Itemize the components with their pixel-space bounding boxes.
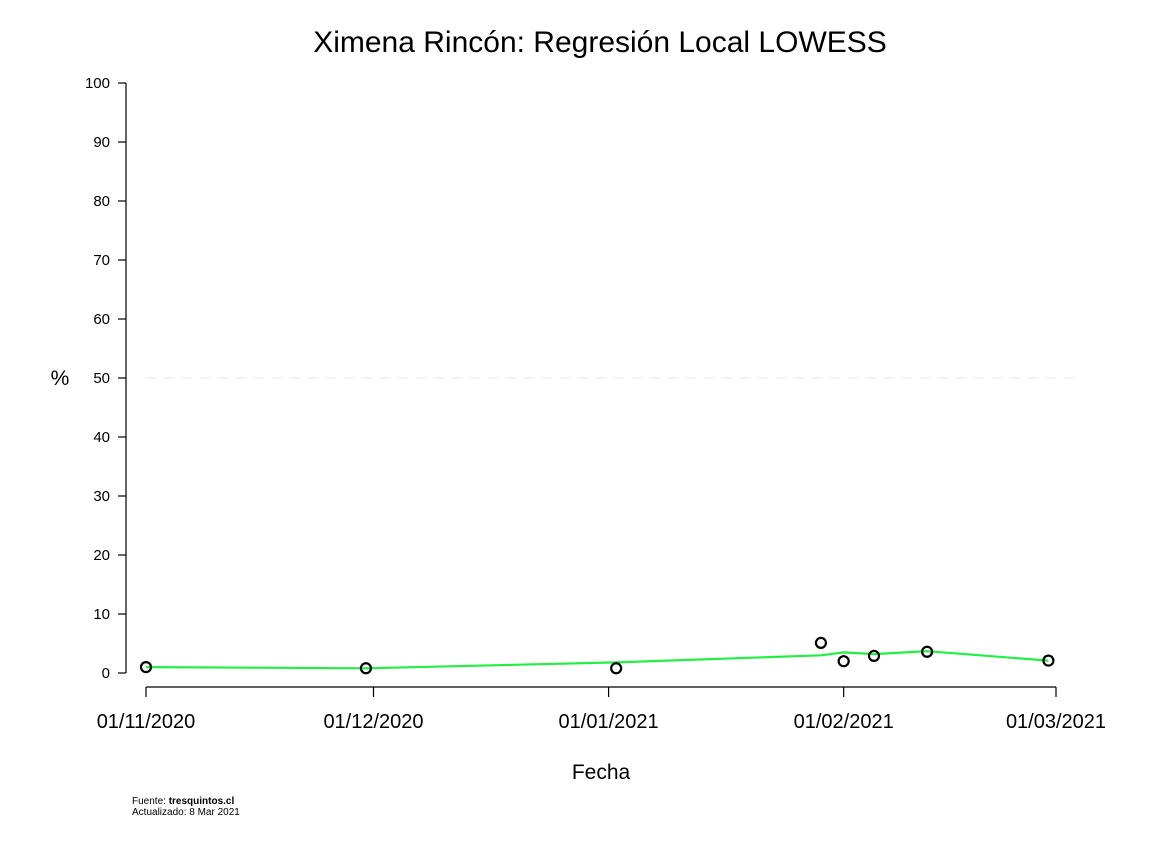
y-tick-label: 30 bbox=[93, 488, 110, 505]
lowess-line bbox=[145, 650, 1049, 670]
y-tick-label: 0 bbox=[102, 665, 110, 682]
x-tick-label: 01/11/2020 bbox=[97, 711, 196, 733]
data-point bbox=[359, 662, 373, 675]
y-tick-label: 10 bbox=[93, 606, 110, 623]
y-tick-label: 40 bbox=[93, 429, 110, 446]
lowess-series bbox=[145, 650, 1049, 670]
x-tick-label: 01/03/2021 bbox=[1006, 711, 1106, 733]
data-point bbox=[1042, 654, 1055, 667]
x-tick-label: 01/01/2021 bbox=[559, 711, 659, 733]
y-tick-label: 20 bbox=[93, 547, 110, 564]
chart-title: Ximena Rincón: Regresión Local LOWESS bbox=[313, 26, 887, 59]
data-point bbox=[837, 655, 850, 668]
y-tick-label: 80 bbox=[93, 193, 110, 210]
source-line: Fuente: tresquintos.cl bbox=[132, 796, 240, 807]
data-point bbox=[920, 645, 934, 658]
y-axis-title: % bbox=[51, 367, 70, 390]
x-axis-title: Fecha bbox=[572, 761, 631, 784]
footer: Fuente: tresquintos.cl Actualizado: 8 Ma… bbox=[132, 796, 240, 818]
source-name: tresquintos.cl bbox=[168, 796, 235, 807]
data-point bbox=[867, 649, 881, 662]
y-tick-label: 100 bbox=[85, 75, 110, 92]
x-tick-label: 01/02/2021 bbox=[794, 711, 894, 733]
x-tick-label: 01/12/2020 bbox=[323, 711, 423, 733]
data-point bbox=[139, 660, 153, 674]
y-axis: 0 10 20 30 40 50 60 70 80 90 100 bbox=[85, 75, 127, 682]
data-points bbox=[139, 636, 1055, 675]
data-point bbox=[814, 636, 828, 650]
x-axis: 01/11/2020 01/12/2020 01/01/2021 01/02/2021… bbox=[97, 686, 1106, 733]
y-tick-label: 70 bbox=[93, 252, 110, 269]
updated-line: Actualizado: 8 Mar 2021 bbox=[132, 807, 240, 818]
y-tick-label: 60 bbox=[93, 311, 110, 328]
y-tick-label: 90 bbox=[93, 134, 110, 151]
y-tick-label: 50 bbox=[93, 370, 110, 387]
data-point bbox=[610, 662, 623, 675]
source-prefix: Fuente: bbox=[132, 796, 169, 807]
